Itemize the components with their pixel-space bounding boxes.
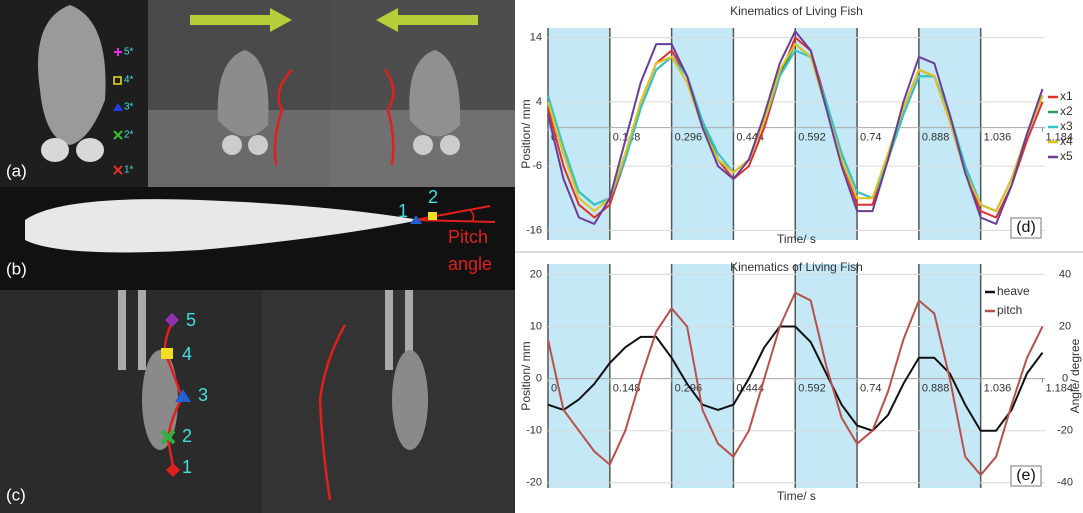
legend-label: x3 (1060, 119, 1073, 133)
marker-label: 2* (124, 130, 134, 141)
y2-tick-label: 40 (1059, 268, 1071, 280)
annotation: Pitch (448, 227, 488, 247)
shaded-band (672, 264, 734, 488)
x-tick-label: 1.036 (984, 131, 1012, 143)
legend-label: x2 (1060, 104, 1073, 118)
y-tick-label: -16 (526, 224, 542, 236)
marker-label: 5 (186, 310, 196, 330)
y-tick-label: 0 (536, 373, 542, 385)
y-axis-label: Position/ mm (519, 99, 533, 168)
x-axis-label: Time/ s (777, 489, 816, 503)
x-tick-label: 0.74 (860, 131, 881, 143)
legend-label: heave (997, 284, 1030, 298)
x-tick-label: 0.592 (798, 131, 826, 143)
legend-label: x5 (1060, 149, 1073, 163)
x-tick-label: 0.592 (798, 383, 826, 395)
x-tick-label: 1.036 (984, 383, 1012, 395)
panel-c: 5 4 3 2 1 (c) (0, 290, 515, 513)
panel-label: (e) (1016, 467, 1036, 484)
marker-label: 4 (182, 344, 192, 364)
marker-label: 1 (182, 457, 192, 477)
x-tick-label: 0.888 (922, 383, 950, 395)
x-tick-label: 0.296 (675, 131, 703, 143)
marker-label: 1 (398, 201, 408, 221)
y-tick-label: 4 (536, 96, 542, 108)
y2-axis-label: Angle/ degree (1068, 338, 1082, 413)
x-axis-label: Time/ s (777, 232, 816, 246)
marker-label: 2 (182, 426, 192, 446)
x-tick-label: 0.74 (860, 383, 881, 395)
chart-title: Kinematics of Living Fish (730, 260, 863, 274)
marker-label: 3 (198, 385, 208, 405)
y-tick-label: -20 (526, 477, 542, 489)
panel-label: (d) (1016, 219, 1036, 236)
marker-label: 2 (428, 187, 438, 207)
x-tick-label: 0.888 (922, 131, 950, 143)
chart-title: Kinematics of Living Fish (730, 4, 863, 18)
y2-tick-label: -40 (1057, 477, 1073, 489)
y-tick-label: -10 (526, 425, 542, 437)
legend-label: x1 (1060, 89, 1073, 103)
annotation: angle (448, 254, 492, 274)
marker-label: 5* (124, 47, 134, 58)
y2-tick-label: -20 (1057, 425, 1073, 437)
legend-label: pitch (997, 303, 1022, 317)
y2-tick-label: 20 (1059, 320, 1071, 332)
figure: 5* 4* 3* 2* 1* (a) 1 2 Pitch angle (b) 5 (0, 0, 1083, 513)
marker-label: 4* (124, 75, 134, 86)
panel-a: 5* 4* 3* 2* 1* (a) (0, 0, 515, 187)
panel-label: (c) (6, 485, 26, 504)
legend-label: x4 (1060, 134, 1073, 148)
marker-label: 1* (124, 165, 134, 176)
y-axis-label: Position/ mm (519, 341, 533, 410)
y-tick-label: -6 (532, 160, 542, 172)
marker-label: 3* (124, 102, 134, 113)
y-tick-label: 14 (530, 32, 542, 44)
panel-label: (a) (6, 161, 27, 180)
y-tick-label: 20 (530, 268, 542, 280)
panel-b: 1 2 Pitch angle (b) (0, 187, 515, 290)
panel-label: (b) (6, 259, 27, 278)
x-tick-label: 0 (551, 383, 557, 395)
y-tick-label: 10 (530, 320, 542, 332)
